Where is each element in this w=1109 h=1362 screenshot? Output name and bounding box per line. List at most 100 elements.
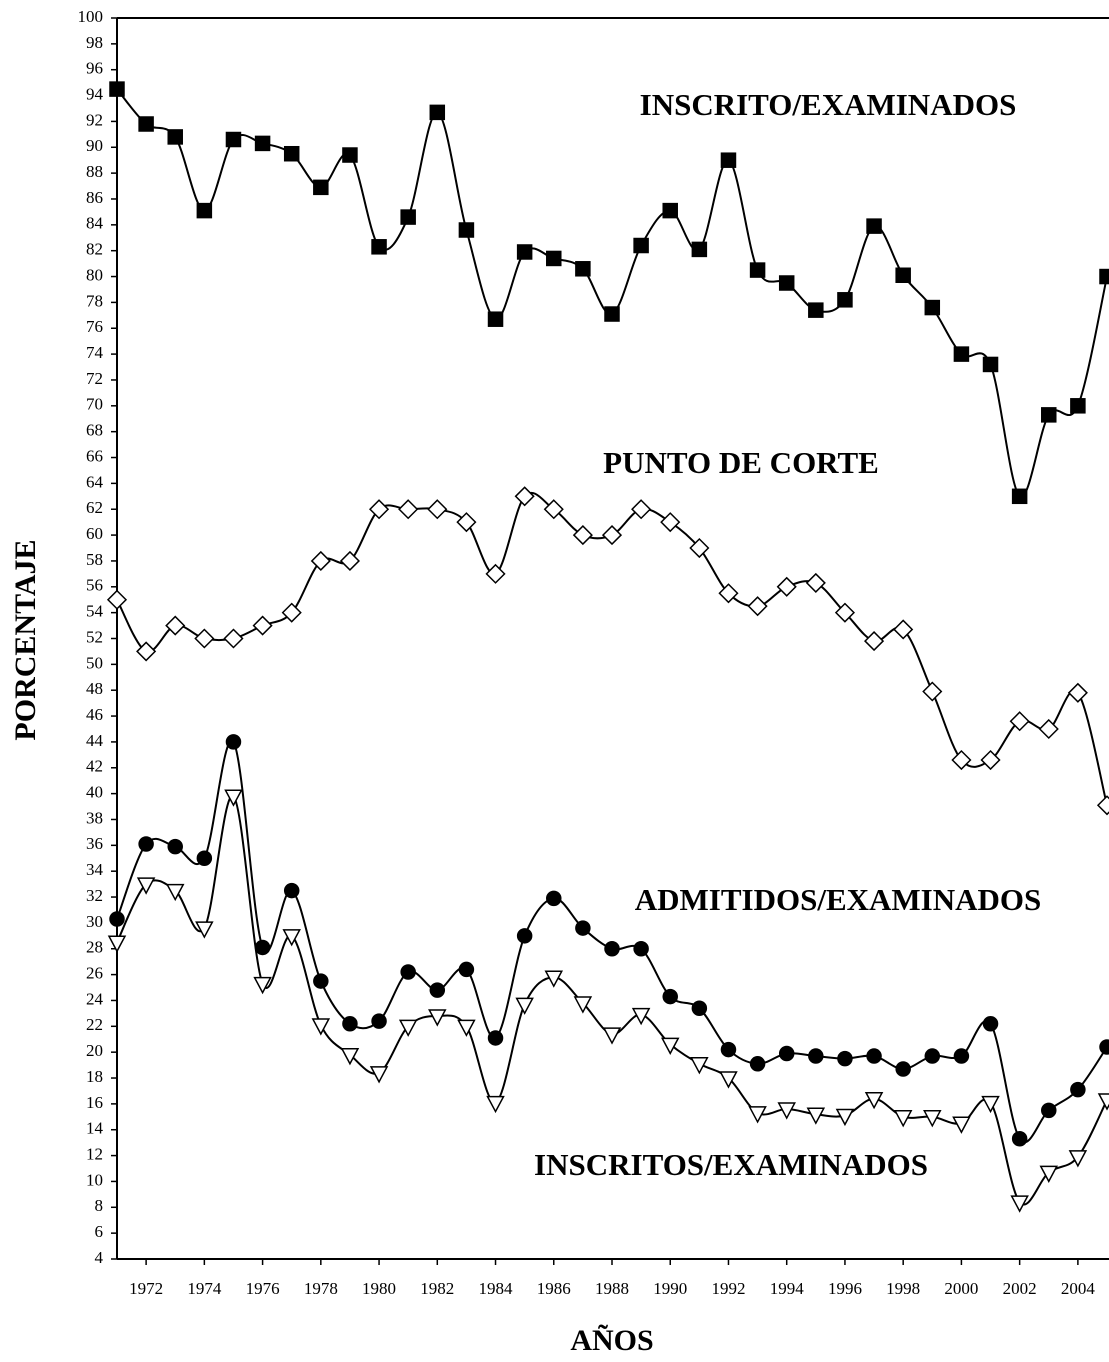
y-tick-label: 50 [86, 653, 103, 672]
y-tick-label: 18 [86, 1067, 103, 1086]
y-tick-label: 24 [86, 989, 104, 1008]
marker [196, 850, 213, 867]
marker [342, 147, 358, 163]
y-tick-label: 78 [86, 291, 103, 310]
marker [1070, 398, 1086, 414]
y-tick-label: 80 [86, 265, 103, 284]
marker [863, 631, 885, 652]
y-tick-label: 26 [86, 964, 103, 983]
marker [196, 202, 213, 219]
series-line [116, 795, 1108, 1206]
y-tick-label: 66 [86, 446, 103, 465]
marker [487, 1030, 504, 1046]
marker [835, 1108, 855, 1127]
marker [691, 241, 708, 258]
y-tick-label: 36 [86, 834, 103, 853]
marker [398, 499, 419, 520]
marker [371, 239, 387, 255]
marker [924, 1048, 941, 1064]
marker [457, 1019, 476, 1037]
marker [515, 997, 534, 1015]
marker [952, 1116, 971, 1134]
marker [662, 202, 678, 219]
marker [313, 973, 329, 989]
y-tick-label: 48 [86, 679, 103, 698]
marker [1099, 268, 1109, 285]
marker [893, 1110, 913, 1128]
marker [138, 116, 154, 132]
marker [543, 499, 564, 520]
y-tick-label: 68 [86, 421, 103, 440]
y-tick-label: 38 [86, 808, 103, 827]
marker [225, 131, 242, 148]
marker [805, 572, 826, 593]
marker [1070, 1081, 1086, 1098]
marker [895, 1061, 911, 1077]
marker [631, 499, 652, 520]
marker [458, 222, 475, 238]
marker [808, 1048, 824, 1064]
marker [107, 935, 127, 953]
marker [136, 641, 157, 662]
marker [485, 563, 506, 584]
marker [1010, 1195, 1029, 1213]
y-tick-label: 82 [86, 240, 103, 259]
marker [109, 81, 125, 97]
y-tick-label: 86 [86, 188, 103, 207]
series-label: ADMITIDOS/EXAMINADOS [635, 882, 1041, 917]
y-tick-label: 74 [86, 343, 104, 362]
marker [982, 356, 999, 373]
marker [660, 1037, 680, 1056]
marker [254, 939, 271, 956]
marker [165, 883, 185, 902]
y-tick-label: 100 [78, 7, 104, 26]
marker [427, 499, 448, 520]
marker [254, 135, 271, 152]
marker [282, 929, 301, 947]
x-tick-label: 1996 [828, 1279, 862, 1298]
marker [1039, 1165, 1059, 1183]
marker [777, 1102, 796, 1120]
series-label: INSCRITOS/EXAMINADOS [534, 1147, 928, 1182]
series-label: PUNTO DE CORTE [603, 445, 879, 480]
x-tick-label: 1984 [479, 1279, 514, 1298]
x-tick-label: 1988 [595, 1279, 629, 1298]
marker [923, 1110, 942, 1128]
y-tick-label: 52 [86, 627, 103, 646]
marker [310, 550, 331, 571]
marker [544, 970, 564, 988]
y-tick-label: 90 [86, 136, 103, 155]
x-tick-label: 1974 [187, 1279, 222, 1298]
y-tick-label: 12 [86, 1144, 103, 1163]
x-tick-label: 2002 [1003, 1279, 1037, 1298]
marker [1096, 795, 1109, 816]
y-tick-label: 34 [86, 860, 104, 879]
marker [895, 267, 911, 283]
y-tick-label: 88 [86, 162, 103, 181]
y-tick-label: 42 [86, 757, 103, 776]
y-tick-label: 72 [86, 369, 103, 388]
marker [223, 628, 244, 649]
y-tick-label: 54 [86, 602, 104, 621]
y-tick-label: 96 [86, 59, 103, 78]
marker [225, 734, 242, 750]
y-tick-label: 46 [86, 705, 103, 724]
y-tick-label: 40 [86, 783, 103, 802]
marker [982, 1015, 999, 1032]
marker [546, 250, 562, 267]
marker [1009, 711, 1030, 732]
marker [1067, 682, 1088, 703]
marker [252, 615, 273, 636]
x-tick-label: 1982 [420, 1279, 454, 1298]
y-tick-label: 16 [86, 1093, 103, 1112]
marker [253, 976, 272, 995]
marker [778, 1045, 795, 1062]
y-tick-label: 44 [86, 731, 104, 750]
y-tick-label: 60 [86, 524, 103, 543]
marker [893, 619, 914, 640]
x-tick-label: 1978 [304, 1279, 338, 1298]
marker [371, 1013, 387, 1029]
marker [951, 749, 972, 771]
marker [313, 179, 329, 196]
